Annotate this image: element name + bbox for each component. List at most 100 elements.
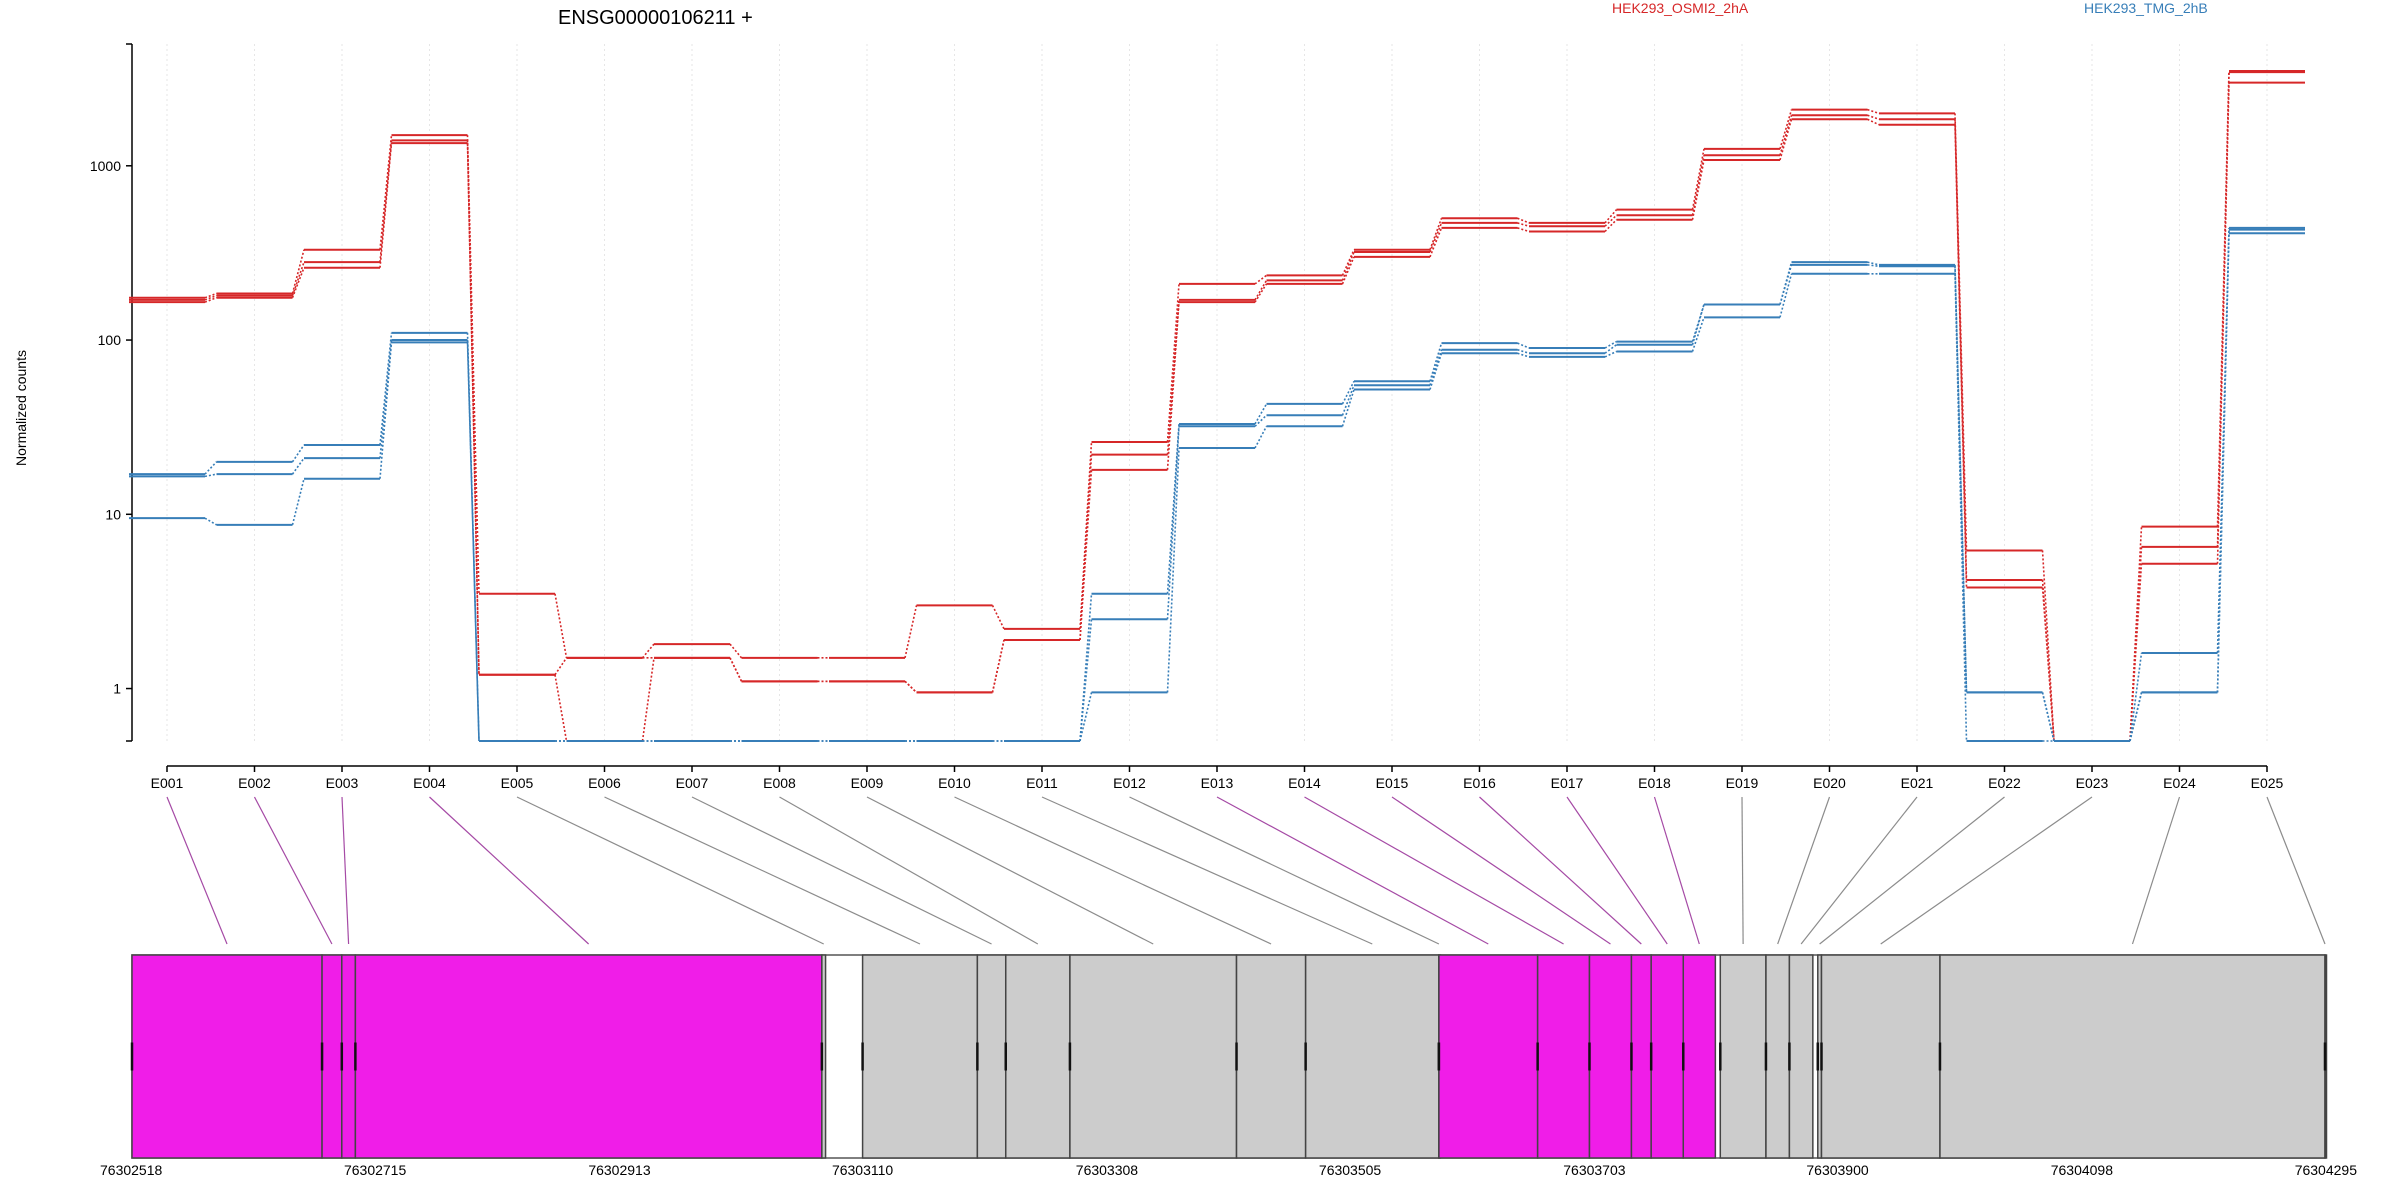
exon-link	[516, 796, 824, 945]
connector	[291, 261, 305, 296]
y-tick-label: 1000	[90, 158, 121, 174]
connector	[729, 657, 743, 682]
connector	[554, 657, 568, 676]
exon-block	[1765, 954, 1791, 1159]
connector	[204, 517, 217, 526]
chart-title: ENSG00000106211 +	[558, 7, 753, 29]
exon-block	[1004, 954, 1071, 1159]
genomic-coordinate-label: 76303703	[1563, 1162, 1626, 1178]
exon-block	[1682, 954, 1717, 1159]
exon-block	[131, 954, 323, 1159]
exon-block	[341, 954, 357, 1159]
connector	[2129, 692, 2143, 742]
connector	[466, 340, 480, 742]
exon-link	[691, 796, 992, 945]
genomic-coordinate-label: 76302913	[588, 1162, 651, 1178]
exon-link	[341, 796, 350, 945]
connector	[1429, 352, 1443, 390]
x-tick-label: E024	[2163, 775, 2196, 791]
connector	[1166, 448, 1180, 693]
x-tick-label: E004	[413, 775, 446, 791]
x-tick-label: E001	[151, 775, 184, 791]
connector	[1691, 159, 1705, 220]
genomic-coordinate-label: 76304098	[2051, 1162, 2114, 1178]
exon-link	[1777, 796, 1831, 945]
exon-block	[1939, 954, 2326, 1159]
exon-block	[1235, 954, 1307, 1159]
connector	[1429, 349, 1443, 386]
connector	[1517, 342, 1530, 349]
connector	[2129, 563, 2143, 742]
connector	[1954, 273, 1968, 742]
connector	[1779, 119, 1793, 161]
connector	[1867, 264, 1880, 268]
genomic-coordinate-label: 76302715	[344, 1162, 407, 1178]
connector	[466, 140, 480, 675]
series-lines	[129, 69, 2305, 742]
exon-block	[1719, 954, 1767, 1159]
connector	[1079, 692, 1093, 742]
connector	[904, 605, 918, 659]
connector	[379, 342, 393, 479]
connector	[1341, 249, 1355, 276]
x-tick-label: E006	[588, 775, 621, 791]
connector	[1429, 227, 1443, 258]
connector	[379, 143, 393, 268]
exon-link	[1800, 796, 1918, 945]
y-tick-label: 1	[113, 681, 121, 697]
x-tick-label: E005	[501, 775, 534, 791]
connector	[1341, 251, 1355, 281]
connector	[1604, 340, 1617, 349]
connector	[554, 593, 568, 659]
connector	[1867, 108, 1880, 115]
connector	[2216, 233, 2230, 693]
x-tick-label: E020	[1813, 775, 1846, 791]
exon-link	[2266, 796, 2326, 945]
connector	[291, 457, 305, 475]
connector	[1867, 118, 1880, 126]
connector	[379, 332, 393, 446]
exon-link	[1741, 796, 1744, 945]
connector	[204, 473, 217, 478]
connector	[1429, 342, 1443, 382]
exon-link	[1216, 796, 1489, 945]
x-tick-label: E019	[1726, 775, 1759, 791]
x-tick-label: E016	[1463, 775, 1496, 791]
connector	[1954, 119, 1968, 580]
exon-link	[1880, 796, 2093, 945]
connector	[904, 680, 918, 694]
connector	[1954, 124, 1968, 588]
exon-block	[1788, 954, 1814, 1159]
connector	[1691, 304, 1705, 342]
x-tick-label: E021	[1901, 775, 1934, 791]
genomic-coordinate-label: 76304295	[2295, 1162, 2358, 1178]
connector	[1254, 274, 1267, 285]
genomic-coordinate-label: 76303308	[1076, 1162, 1139, 1178]
connector	[729, 643, 743, 659]
connector	[379, 135, 393, 250]
connector	[291, 249, 305, 294]
connector	[1254, 425, 1268, 449]
connector	[2216, 82, 2230, 564]
connector	[1254, 283, 1268, 303]
connector	[1341, 256, 1355, 285]
connector	[1604, 344, 1617, 354]
exon-block	[321, 954, 343, 1159]
connector	[1867, 261, 1880, 266]
connector	[1517, 227, 1530, 233]
exon-link	[866, 796, 1154, 945]
connector	[1604, 214, 1618, 227]
exon-link	[166, 796, 228, 945]
exon-link	[1041, 796, 1373, 945]
exon-link	[1304, 796, 1564, 945]
series-6	[129, 232, 2305, 742]
genomic-coordinate-label: 76302518	[100, 1162, 163, 1178]
connector	[1779, 109, 1793, 150]
connector	[1079, 619, 1093, 742]
connector	[991, 605, 1005, 630]
exon-block	[861, 954, 979, 1159]
connector	[291, 267, 305, 298]
connector	[1166, 423, 1180, 594]
connector	[641, 643, 655, 659]
